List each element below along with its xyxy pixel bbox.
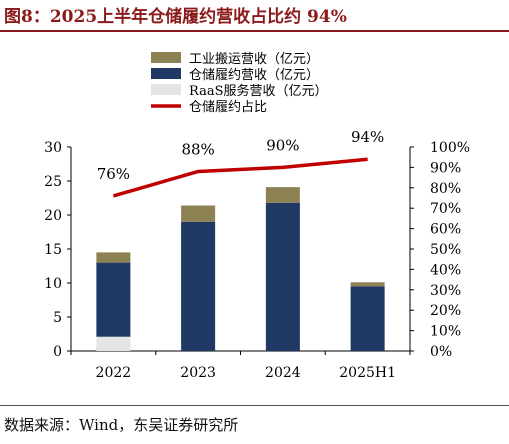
bar-segment: [265, 187, 300, 203]
x-tick-label: 2022: [96, 365, 132, 381]
bar-segment: [265, 202, 300, 351]
bar-segment: [181, 221, 216, 351]
share-data-label: 76%: [97, 165, 130, 183]
y2-tick-label: 20%: [430, 303, 461, 319]
x-tick-label: 2023: [180, 365, 216, 381]
y2-tick-label: 80%: [430, 181, 461, 197]
y-tick-label: 25: [44, 174, 62, 190]
y2-tick-label: 40%: [430, 262, 461, 278]
figure-title: 图8：2025上半年仓储履约营收占比约 94%: [4, 7, 347, 27]
x-tick-label: 2025H1: [339, 365, 396, 381]
y2-tick-label: 70%: [430, 201, 461, 217]
y-tick-label: 15: [44, 242, 62, 258]
bar-segment: [96, 336, 131, 351]
y2-tick-label: 50%: [430, 242, 461, 258]
legend-swatch: [151, 68, 181, 79]
bar-segment: [350, 282, 385, 287]
y-tick-label: 20: [44, 208, 62, 224]
title-rule: [0, 30, 509, 32]
y-tick-label: 0: [53, 344, 62, 360]
bar-segment: [350, 286, 385, 351]
legend-label: RaaS服务营收（亿元）: [189, 83, 328, 99]
source-note: 数据来源：Wind，东吴证券研究所: [4, 416, 239, 434]
y-tick-label: 10: [44, 276, 62, 292]
y2-tick-label: 0%: [430, 344, 452, 360]
bar-segment: [96, 262, 131, 337]
legend-label: 工业搬运营收（亿元）: [189, 52, 319, 67]
source-rule: [0, 405, 509, 406]
x-tick-label: 2024: [265, 365, 301, 381]
y2-tick-label: 90%: [430, 160, 461, 176]
legend-label: 仓储履约营收（亿元）: [189, 68, 319, 83]
share-data-label: 94%: [351, 128, 384, 146]
y2-tick-label: 100%: [430, 140, 470, 156]
y-tick-label: 5: [53, 310, 62, 326]
y2-tick-label: 10%: [430, 324, 461, 340]
y-tick-label: 30: [44, 140, 62, 156]
share-line: [112, 157, 368, 198]
share-data-label: 88%: [181, 140, 214, 158]
bar-segment: [181, 205, 216, 222]
share-data-label: 90%: [266, 136, 299, 154]
y2-tick-label: 30%: [430, 283, 461, 299]
y2-tick-label: 60%: [430, 222, 461, 238]
legend-swatch: [151, 52, 181, 63]
bar-segment: [96, 252, 131, 263]
legend-label: 仓储履约占比: [189, 100, 267, 115]
legend-swatch: [151, 84, 181, 95]
